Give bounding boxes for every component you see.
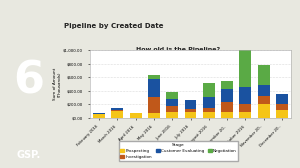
Bar [276,94,288,104]
Bar [112,108,123,110]
Bar [112,110,123,111]
Bar [239,50,251,87]
Bar [258,104,269,118]
Bar [221,102,233,112]
Bar [148,113,160,118]
Bar [258,96,269,104]
Bar [258,85,269,96]
Text: Pipeline by Created Date: Pipeline by Created Date [64,23,164,29]
Text: 6: 6 [13,59,44,102]
Bar [184,109,196,112]
Bar [166,112,178,118]
Bar [148,75,160,79]
Bar [258,65,269,85]
Legend: Prospecting, Investigation, Customer Evaluating, Negotiation: Prospecting, Investigation, Customer Eva… [118,141,238,161]
Bar [203,83,215,97]
Bar [276,104,288,110]
Bar [203,108,215,112]
X-axis label: Created Date: Created Date [174,150,207,155]
Text: How old is the Pipeline?: How old is the Pipeline? [136,47,220,52]
Bar [276,110,288,118]
Bar [203,112,215,118]
Bar [221,112,233,118]
Bar [166,99,178,106]
Bar [148,79,160,97]
Text: GSP.: GSP. [16,150,40,160]
Bar [184,100,196,109]
Bar [239,104,251,112]
Bar [239,112,251,118]
Bar [93,113,105,114]
Bar [166,106,178,112]
Bar [130,113,142,118]
Bar [112,111,123,118]
Bar [203,97,215,108]
Bar [221,81,233,89]
Bar [148,97,160,113]
Bar [239,87,251,104]
Bar [166,92,178,99]
Bar [184,112,196,118]
Bar [221,89,233,102]
Bar [93,114,105,118]
Y-axis label: Sum of Amount
(Thousands): Sum of Amount (Thousands) [53,68,62,100]
